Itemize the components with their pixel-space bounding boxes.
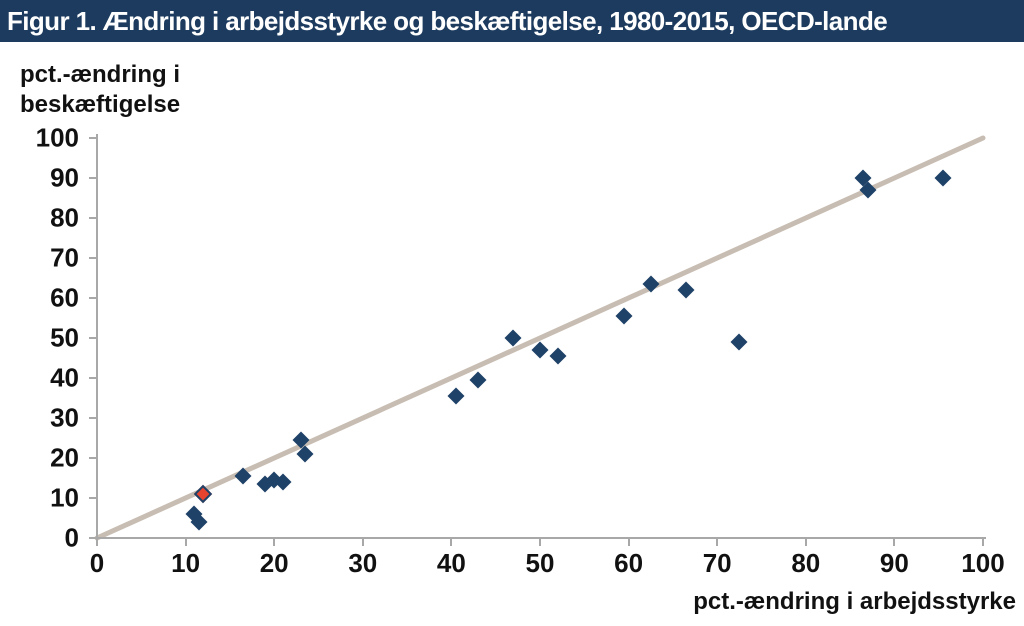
- x-tick-label: 60: [614, 548, 644, 578]
- y-tick: [89, 137, 97, 139]
- y-tick-label: 10: [50, 482, 79, 513]
- x-tick: [96, 538, 98, 546]
- x-tick: [184, 538, 187, 546]
- x-tick: [804, 538, 807, 546]
- y-tick-label: 30: [50, 402, 79, 433]
- plot-area: 0 10 20 30 40 50 60 70 80 90 100 0 10 20 30 40 50 60 70 80 9…: [36, 123, 1005, 579]
- x-tick-label: 100: [961, 548, 1005, 578]
- x-tick-label: 30: [348, 548, 378, 578]
- y-tick-label: 70: [50, 242, 79, 273]
- y-tick-label: 80: [50, 202, 79, 233]
- y-tick: [89, 177, 97, 179]
- x-tick: [273, 538, 276, 546]
- x-tick: [539, 538, 541, 546]
- y-axis-title: pct.-ændring i beskæftigelse: [20, 60, 180, 120]
- y-tick: [89, 337, 97, 339]
- x-tick: [716, 538, 719, 546]
- x-tick-label: 0: [89, 548, 105, 578]
- reference-line: [94, 135, 986, 541]
- x-tick: [893, 538, 896, 546]
- y-tick: [89, 537, 97, 539]
- x-tick-label: 50: [525, 548, 555, 578]
- x-tick: [361, 538, 364, 546]
- y-tick-label: 0: [64, 522, 79, 553]
- x-axis-title: pct.-ændring i arbejdsstyrke: [693, 588, 1016, 615]
- x-tick: [450, 538, 453, 546]
- y-tick-label: 100: [35, 122, 79, 153]
- x-tick-label: 80: [791, 548, 821, 578]
- title-bar: Figur 1. Ændring i arbejdsstyrke og besk…: [0, 0, 1024, 42]
- x-tick: [627, 538, 630, 546]
- y-tick: [89, 217, 97, 219]
- y-tick-label: 50: [50, 322, 79, 353]
- x-axis-line: [96, 537, 986, 539]
- y-tick: [89, 257, 97, 259]
- y-tick-label: 20: [50, 442, 79, 473]
- x-tick-label: 90: [879, 548, 909, 578]
- y-tick: [89, 417, 97, 419]
- y-tick-label: 40: [50, 362, 79, 393]
- y-tick: [89, 377, 97, 379]
- x-tick-label: 70: [702, 548, 732, 578]
- y-tick-label: 60: [50, 282, 79, 313]
- y-tick-label: 90: [50, 162, 79, 193]
- x-tick: [982, 538, 984, 546]
- x-tick-label: 20: [259, 548, 289, 578]
- y-tick: [89, 497, 97, 499]
- y-tick: [89, 457, 97, 459]
- y-axis-title-line-2: beskæftigelse: [20, 91, 181, 118]
- x-tick-label: 10: [171, 548, 201, 578]
- figure-title: Figur 1. Ændring i arbejdsstyrke og besk…: [7, 6, 888, 36]
- y-axis-line: [96, 134, 98, 539]
- x-tick-label: 40: [436, 548, 466, 578]
- y-tick: [89, 297, 97, 299]
- y-axis-title-line-1: pct.-ændring i: [20, 61, 180, 88]
- reference-line-canvas: [94, 135, 986, 541]
